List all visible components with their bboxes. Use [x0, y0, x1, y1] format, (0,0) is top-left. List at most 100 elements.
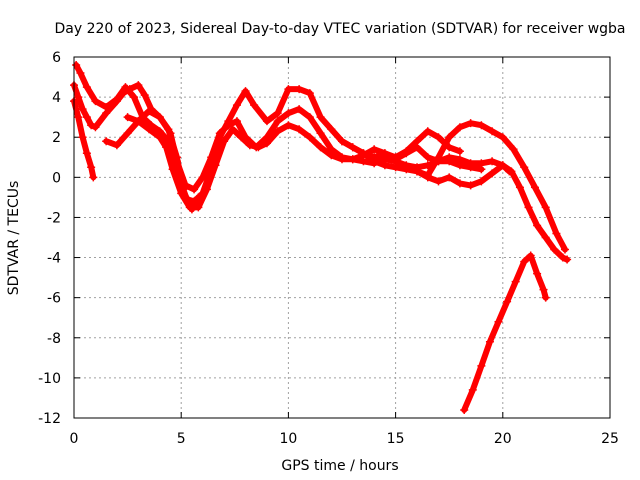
data-point	[87, 163, 96, 172]
data-point	[348, 143, 357, 152]
data-point	[338, 155, 346, 164]
data-point	[466, 181, 475, 190]
data-point	[74, 93, 83, 102]
data-point	[533, 269, 542, 278]
data-point	[423, 173, 432, 182]
data-point	[498, 161, 507, 170]
data-point	[273, 109, 282, 118]
data-point	[402, 149, 411, 158]
data-point	[232, 117, 241, 126]
data-point	[477, 177, 486, 186]
data-point	[359, 157, 368, 166]
data-point	[284, 109, 293, 118]
data-point	[166, 129, 175, 138]
data-point	[207, 153, 216, 162]
data-point	[477, 361, 486, 370]
data-point	[503, 297, 512, 306]
data-point	[541, 203, 550, 212]
data-point	[488, 169, 497, 178]
data-point	[155, 113, 164, 122]
data-point	[494, 317, 503, 326]
data-point	[232, 101, 241, 110]
data-point	[72, 61, 81, 70]
data-point	[123, 129, 132, 138]
x-tick-label: 25	[601, 431, 619, 447]
data-point	[194, 203, 203, 212]
data-point	[533, 221, 542, 230]
data-point	[78, 105, 87, 114]
data-point	[338, 137, 346, 146]
data-point	[82, 113, 91, 122]
data-point	[112, 141, 121, 150]
data-point	[466, 119, 475, 128]
data-point	[181, 181, 190, 190]
data-point	[539, 285, 548, 294]
data-point	[284, 121, 293, 130]
data-point	[134, 81, 143, 90]
data-point	[402, 165, 411, 174]
x-tick-label: 20	[494, 431, 512, 447]
data-point	[541, 293, 550, 302]
data-point	[295, 125, 304, 134]
data-point	[423, 153, 432, 162]
data-point	[102, 103, 111, 112]
data-point	[434, 153, 443, 162]
data-point	[295, 85, 304, 94]
data-point	[348, 155, 357, 164]
data-point	[468, 385, 477, 394]
data-point	[520, 163, 529, 172]
data-point	[228, 125, 237, 134]
y-axis-label: SDTVAR / TECUs	[6, 181, 22, 296]
data-point	[155, 133, 164, 142]
data-point	[520, 257, 529, 266]
data-point	[485, 337, 494, 346]
data-point	[254, 143, 263, 152]
data-point	[102, 137, 111, 146]
chart-title: Day 220 of 2023, Sidereal Day-to-day VTE…	[54, 21, 625, 37]
data-point	[434, 133, 443, 142]
data-point	[552, 229, 561, 238]
data-point	[76, 69, 85, 78]
data-point	[316, 113, 325, 122]
x-tick-label: 15	[387, 431, 405, 447]
y-tick-label: -12	[38, 411, 61, 427]
data-point	[391, 163, 400, 172]
data-point	[455, 179, 464, 188]
y-tick-label: -6	[47, 291, 61, 307]
data-point	[445, 133, 454, 142]
x-tick-label: 0	[70, 431, 79, 447]
y-tick-label: 2	[52, 130, 61, 146]
data-point	[316, 143, 325, 152]
data-point	[273, 127, 282, 136]
data-point	[488, 157, 497, 166]
series-trace-8	[461, 252, 549, 413]
data-point	[295, 105, 304, 114]
data-point	[526, 251, 535, 260]
data-point	[524, 203, 533, 212]
data-point	[413, 143, 422, 152]
data-point	[445, 153, 454, 162]
x-tick-label: 10	[279, 431, 297, 447]
y-tick-label: -8	[47, 331, 61, 347]
data-point	[515, 183, 524, 192]
data-point	[327, 151, 336, 160]
data-point	[507, 167, 516, 176]
data-plot	[70, 61, 572, 414]
y-tick-label: 6	[52, 50, 61, 66]
data-point	[82, 83, 91, 92]
data-point	[121, 83, 130, 92]
data-point	[250, 101, 259, 110]
data-point	[198, 173, 207, 182]
data-point	[162, 143, 171, 152]
data-point	[423, 127, 432, 136]
y-tick-label: 4	[52, 90, 61, 106]
data-point	[370, 157, 379, 166]
data-point	[91, 97, 100, 106]
data-point	[550, 245, 559, 254]
data-point	[511, 277, 520, 286]
data-point	[190, 185, 199, 194]
data-point	[305, 133, 314, 142]
x-axis-label: GPS time / hours	[281, 458, 398, 474]
data-point	[130, 93, 139, 102]
